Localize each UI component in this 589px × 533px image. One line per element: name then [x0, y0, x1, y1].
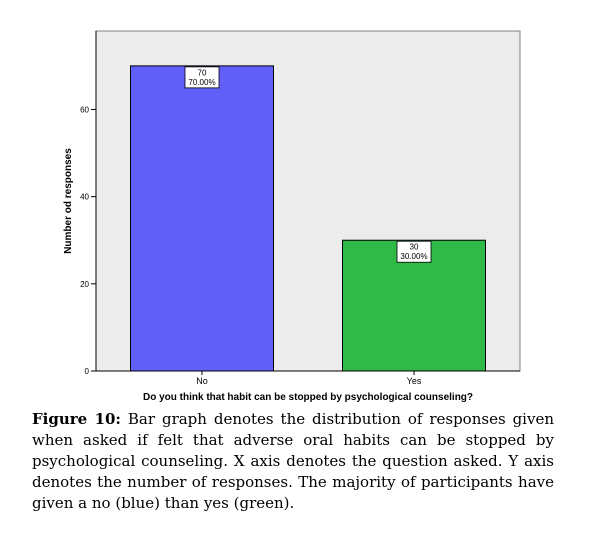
data-label-percent: 30.00% — [400, 252, 427, 261]
y-tick-label: 60 — [80, 105, 89, 114]
y-tick-label: 40 — [80, 193, 89, 202]
data-label-percent: 70.00% — [188, 78, 215, 87]
y-tick-label: 20 — [80, 280, 89, 289]
x-tick-label: No — [196, 376, 208, 386]
data-label-count: 70 — [198, 68, 207, 77]
x-axis-title: Do you think that habit can be stopped b… — [143, 392, 473, 403]
y-axis-ticks: 0 20 40 60 — [80, 105, 96, 376]
bar-no — [130, 65, 274, 372]
data-label-box — [184, 66, 220, 89]
y-tick-label: 0 — [85, 367, 90, 376]
x-tick-label: Yes — [407, 376, 422, 386]
caption-text: Bar graph denotes the distribution of re… — [32, 410, 554, 512]
data-label-count: 30 — [410, 243, 419, 252]
x-axis-ticks: No Yes — [196, 371, 422, 386]
figure-caption: Figure 10: Bar graph denotes the distrib… — [32, 409, 554, 514]
caption-label: Figure 10: — [32, 410, 121, 428]
data-label-box — [396, 240, 432, 263]
y-axis-title: Number od responses — [63, 148, 74, 254]
